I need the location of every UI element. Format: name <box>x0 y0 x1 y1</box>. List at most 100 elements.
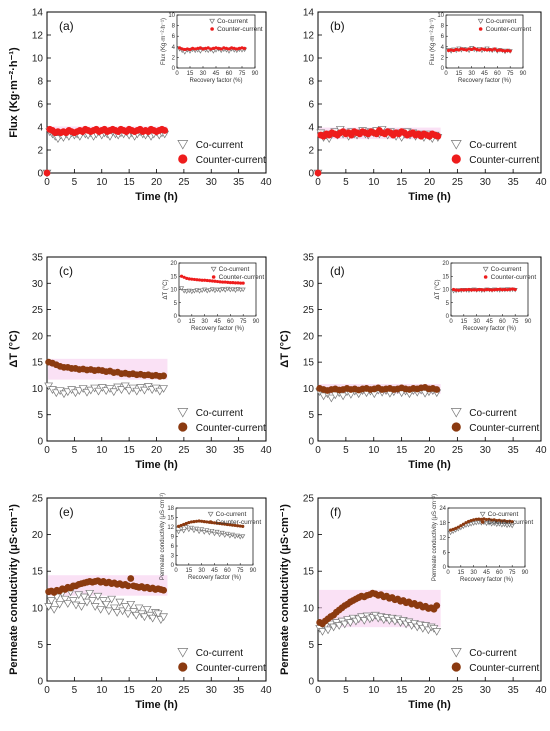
data-point <box>155 387 165 396</box>
data-point <box>434 132 442 140</box>
inset-y-tick-label: 6 <box>443 550 447 556</box>
data-point <box>318 628 327 636</box>
inset-x-tick-label: 60 <box>226 71 233 77</box>
inset-x-tick-label: 75 <box>512 319 519 325</box>
inset-data-point <box>228 281 232 285</box>
inset-x-tick-label: 0 <box>449 319 453 325</box>
y-tick-label: 6 <box>37 100 43 111</box>
data-point <box>323 626 333 635</box>
data-point <box>340 620 350 629</box>
inset-x-tick-label: 90 <box>250 568 257 574</box>
y-tick-label: 35 <box>32 253 44 264</box>
data-point <box>85 589 95 598</box>
inset-y-tick-label: 8 <box>441 24 445 30</box>
data-point <box>359 617 369 625</box>
y-tick-label: 15 <box>32 358 44 369</box>
inset-series-counter-current <box>446 46 512 53</box>
legend-marker-co-current <box>177 648 189 658</box>
data-point <box>326 394 336 403</box>
inset-data-point <box>482 517 486 521</box>
inset-x-tick-label: 45 <box>486 319 493 325</box>
legend-marker-co-current <box>450 140 462 150</box>
inset-x-tick-label: 0 <box>446 570 450 576</box>
inset-data-point <box>192 520 196 524</box>
x-tick-label: 0 <box>315 177 321 188</box>
series-co-current <box>315 611 442 636</box>
data-point <box>82 598 92 607</box>
inset-data-point <box>240 46 244 50</box>
x-tick-label: 20 <box>424 177 436 188</box>
y-axis-label: ΔT (°C) <box>8 330 20 368</box>
data-point <box>140 386 149 395</box>
inset-data-point <box>219 530 225 536</box>
inset-x-tick-label: 90 <box>525 319 532 325</box>
x-tick-label: 20 <box>151 685 163 696</box>
x-tick-label: 20 <box>424 685 436 696</box>
inset-data-point <box>214 46 218 50</box>
data-point <box>433 602 441 610</box>
inset-data-point <box>241 524 245 528</box>
inset-data-point <box>219 47 223 51</box>
inset-x-axis-label: Recovery factor (%) <box>460 577 513 583</box>
inset-data-point <box>217 46 221 50</box>
inset-data-point <box>179 286 185 291</box>
data-point <box>74 591 84 600</box>
x-tick-label: 30 <box>206 177 218 188</box>
x-tick-label: 5 <box>343 445 349 456</box>
inset-x-tick-label: 75 <box>507 71 514 77</box>
x-tick-label: 40 <box>535 177 547 188</box>
inset-y-tick-label: 20 <box>170 261 177 267</box>
inset-y-tick-label: 20 <box>442 261 449 267</box>
x-tick-label: 15 <box>124 177 136 188</box>
inset-data-point <box>508 519 512 523</box>
inset-data-point <box>459 47 463 51</box>
data-point <box>63 600 73 608</box>
inset-y-tick-label: 12 <box>167 525 174 531</box>
inset-y-tick-label: 18 <box>167 506 174 512</box>
x-tick-label: 30 <box>480 177 492 188</box>
inset-data-point <box>228 523 232 527</box>
x-tick-label: 25 <box>452 445 464 456</box>
inset-x-axis-label: Recovery factor (%) <box>463 326 516 332</box>
inset-data-point <box>487 517 491 521</box>
x-tick-label: 0 <box>315 685 321 696</box>
inset-y-tick-label: 10 <box>170 288 177 294</box>
inset-x-tick-label: 0 <box>444 71 448 77</box>
inset-data-point <box>230 523 235 527</box>
x-tick-label: 5 <box>72 685 78 696</box>
inset-data-point <box>464 521 468 525</box>
inset-data-point <box>232 534 238 540</box>
inset-legend-label-co-current: Co-current <box>219 266 250 273</box>
data-point <box>127 575 135 582</box>
inset-data-point <box>211 46 215 50</box>
y-tick-label: 5 <box>308 640 314 651</box>
inset-data-point <box>205 278 209 283</box>
inset-data-point <box>194 519 199 523</box>
inset-x-tick-label: 60 <box>494 71 501 77</box>
inset-series-co-current <box>179 286 246 295</box>
inset-data-point <box>230 46 234 50</box>
inset-y-tick-label: 2 <box>172 55 176 61</box>
inset-data-point <box>224 531 230 537</box>
data-point <box>77 603 86 611</box>
inset-series-counter-current <box>178 46 247 52</box>
legend: Co-current Counter-current <box>177 408 266 434</box>
series-counter-current <box>316 383 441 394</box>
inset-data-point <box>180 47 184 51</box>
data-point <box>60 595 70 604</box>
data-point <box>49 606 59 614</box>
inset-data-point <box>485 287 489 292</box>
y-axis-label: ΔT (°C) <box>279 330 291 368</box>
inset-x-tick-label: 15 <box>188 319 195 325</box>
inset-data-point <box>236 524 240 528</box>
inset-data-point <box>184 289 190 295</box>
inset-data-point <box>232 288 239 293</box>
inset-data-point <box>212 521 217 525</box>
x-tick-label: 15 <box>396 177 408 188</box>
inset-data-point <box>465 522 472 528</box>
inset-x-tick-label: 15 <box>185 568 192 574</box>
inset-data-point <box>482 47 487 52</box>
x-axis-label: Time (h) <box>135 459 178 471</box>
inset-data-point <box>188 525 194 531</box>
inset-data-point <box>451 527 455 531</box>
